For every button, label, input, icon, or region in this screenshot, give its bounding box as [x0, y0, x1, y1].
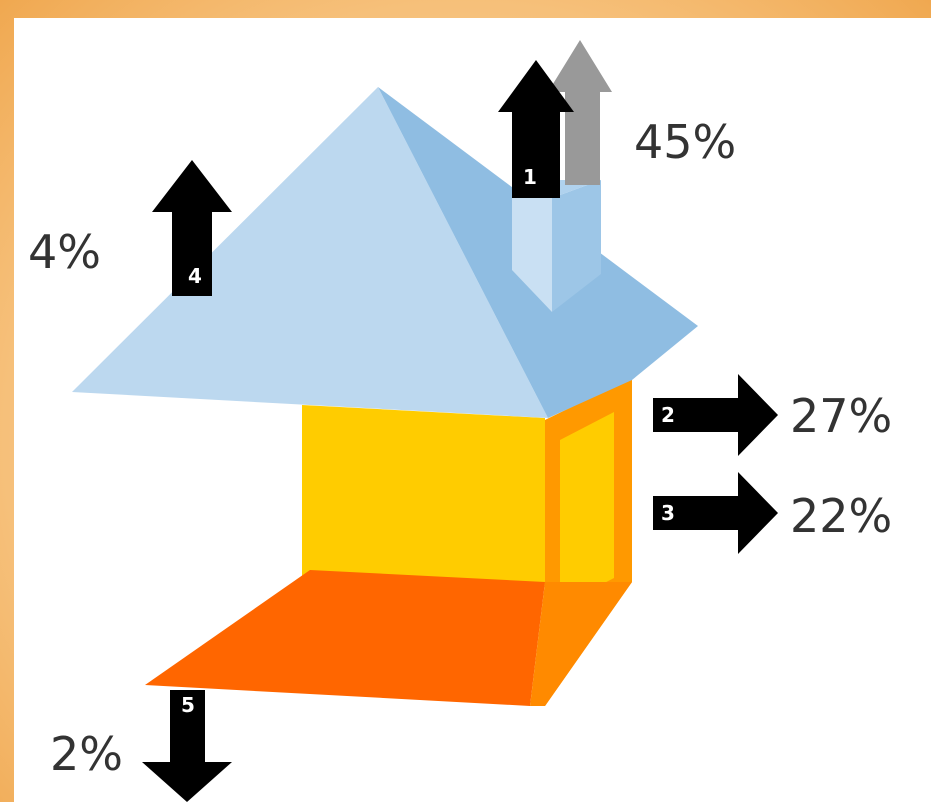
- flow-5-label: 2%: [50, 727, 123, 781]
- house-floor: [145, 570, 545, 706]
- chimney-side: [552, 180, 601, 312]
- flow-4: 4: [152, 160, 232, 296]
- flow-4-label: 4%: [28, 225, 101, 279]
- flow-3-number: 3: [661, 501, 675, 525]
- flow-1-label: 45%: [634, 115, 736, 169]
- chimney-front: [512, 198, 552, 312]
- arrow-1-icon: [498, 60, 574, 198]
- roof-left: [72, 87, 548, 418]
- flow-5-number: 5: [181, 693, 195, 717]
- arrow-3-icon: [653, 472, 778, 554]
- arrow-5-icon: [142, 690, 232, 802]
- house-floor-edge: [530, 582, 632, 706]
- flow-2: 2: [653, 374, 778, 456]
- arrow-1-grey: [548, 40, 612, 185]
- flow-3: 3: [653, 472, 778, 554]
- flow-5: 5: [142, 690, 232, 802]
- flow-4-number: 4: [188, 264, 202, 288]
- flow-2-number: 2: [661, 403, 675, 427]
- arrow-4-icon: [152, 160, 232, 296]
- flow-1-number: 1: [523, 165, 537, 189]
- flow-2-label: 27%: [790, 389, 892, 443]
- flow-3-label: 22%: [790, 489, 892, 543]
- arrow-2-icon: [653, 374, 778, 456]
- house-side-window: [560, 412, 614, 606]
- house-front-wall: [302, 405, 545, 585]
- flow-1: 1: [498, 60, 574, 198]
